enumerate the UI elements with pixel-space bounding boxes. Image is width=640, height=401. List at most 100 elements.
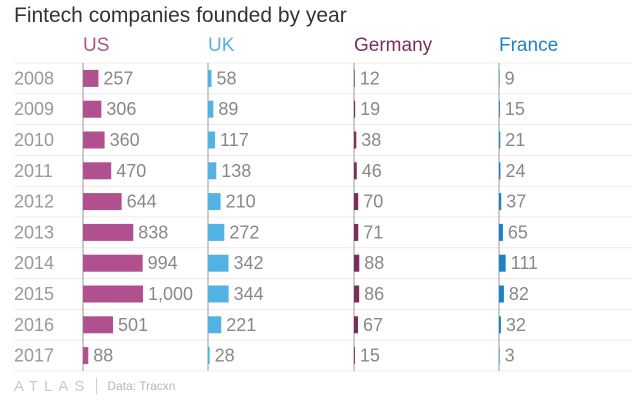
bar bbox=[354, 223, 359, 241]
bar bbox=[83, 316, 114, 334]
value-label: 257 bbox=[103, 68, 133, 88]
year-label: 2015 bbox=[14, 284, 54, 304]
bar bbox=[208, 254, 229, 272]
bar bbox=[499, 69, 500, 87]
bar bbox=[208, 223, 225, 241]
series-header: UK bbox=[208, 35, 235, 56]
labels: 2008 2009 2010 2011 2012 2013 2014 2015 2016 2017… bbox=[14, 35, 558, 366]
value-label: 306 bbox=[106, 99, 136, 119]
bar bbox=[208, 131, 216, 149]
data-source: Data: Tracxn bbox=[107, 379, 176, 393]
value-label: 38 bbox=[361, 130, 381, 150]
bar bbox=[354, 254, 360, 272]
value-label: 117 bbox=[220, 130, 249, 150]
series-header: US bbox=[83, 35, 109, 56]
value-label: 65 bbox=[508, 222, 528, 242]
value-label: 86 bbox=[364, 284, 384, 304]
footer: ATLAS Data: Tracxn bbox=[14, 376, 175, 396]
year-label: 2013 bbox=[14, 222, 54, 242]
year-label: 2017 bbox=[14, 346, 54, 366]
bar bbox=[499, 100, 500, 118]
value-label: 342 bbox=[234, 253, 264, 273]
value-label: 3 bbox=[505, 346, 515, 366]
year-label: 2012 bbox=[14, 192, 54, 212]
gridlines bbox=[14, 62, 632, 372]
value-label: 12 bbox=[360, 68, 380, 88]
bar bbox=[354, 347, 355, 365]
value-label: 501 bbox=[118, 315, 148, 335]
value-label: 138 bbox=[221, 161, 251, 181]
value-label: 32 bbox=[506, 315, 526, 335]
bar bbox=[499, 193, 502, 211]
year-label: 2011 bbox=[14, 161, 53, 181]
value-label: 71 bbox=[363, 222, 383, 242]
value-label: 210 bbox=[226, 192, 256, 212]
bar bbox=[354, 69, 355, 87]
value-label: 838 bbox=[138, 222, 168, 242]
value-label: 221 bbox=[226, 315, 256, 335]
bar bbox=[499, 254, 506, 272]
bar bbox=[354, 193, 359, 211]
bar bbox=[208, 316, 222, 334]
value-label: 21 bbox=[505, 130, 525, 150]
year-label: 2009 bbox=[14, 99, 54, 119]
value-label: 89 bbox=[218, 99, 238, 119]
value-label: 994 bbox=[148, 253, 178, 273]
bar bbox=[208, 100, 214, 118]
value-label: 15 bbox=[505, 99, 525, 119]
value-label: 67 bbox=[363, 315, 383, 335]
year-label: 2016 bbox=[14, 315, 54, 335]
value-label: 344 bbox=[234, 284, 264, 304]
bar bbox=[499, 347, 500, 365]
bar bbox=[83, 285, 143, 303]
value-label: 1,000 bbox=[148, 284, 193, 304]
value-label: 28 bbox=[215, 346, 235, 366]
bar bbox=[83, 254, 143, 272]
value-label: 644 bbox=[127, 192, 157, 212]
value-label: 88 bbox=[93, 346, 113, 366]
year-label: 2010 bbox=[14, 130, 54, 150]
value-label: 46 bbox=[362, 161, 382, 181]
bar bbox=[499, 162, 501, 180]
year-label: 2008 bbox=[14, 68, 54, 88]
series-header: Germany bbox=[354, 35, 433, 56]
footer-divider bbox=[96, 378, 98, 394]
bar bbox=[83, 69, 99, 87]
value-label: 15 bbox=[360, 346, 380, 366]
value-label: 19 bbox=[360, 99, 380, 119]
bar bbox=[499, 316, 501, 334]
bars bbox=[83, 69, 506, 365]
value-label: 88 bbox=[364, 253, 384, 273]
chart-title: Fintech companies founded by year bbox=[14, 4, 347, 27]
value-label: 37 bbox=[506, 192, 526, 212]
value-label: 9 bbox=[505, 68, 515, 88]
bar bbox=[83, 131, 105, 149]
value-label: 272 bbox=[229, 222, 259, 242]
value-label: 24 bbox=[505, 161, 525, 181]
bar bbox=[208, 162, 217, 180]
series-header: France bbox=[499, 35, 558, 56]
bar bbox=[83, 193, 122, 211]
bar bbox=[83, 223, 134, 241]
value-label: 111 bbox=[511, 253, 538, 273]
bar bbox=[354, 131, 357, 149]
bar bbox=[208, 193, 221, 211]
bar bbox=[208, 347, 210, 365]
bar bbox=[83, 347, 89, 365]
value-label: 70 bbox=[363, 192, 383, 212]
value-label: 58 bbox=[216, 68, 236, 88]
value-label: 82 bbox=[509, 284, 529, 304]
value-label: 360 bbox=[110, 130, 140, 150]
bar bbox=[354, 316, 359, 334]
bar bbox=[83, 162, 112, 180]
bar bbox=[208, 69, 212, 87]
bar bbox=[354, 100, 356, 118]
bar bbox=[499, 131, 501, 149]
bar bbox=[354, 162, 357, 180]
bar bbox=[354, 285, 360, 303]
bar bbox=[499, 285, 504, 303]
bar bbox=[499, 223, 503, 241]
atlas-logo: ATLAS bbox=[14, 377, 91, 395]
bar bbox=[83, 100, 102, 118]
